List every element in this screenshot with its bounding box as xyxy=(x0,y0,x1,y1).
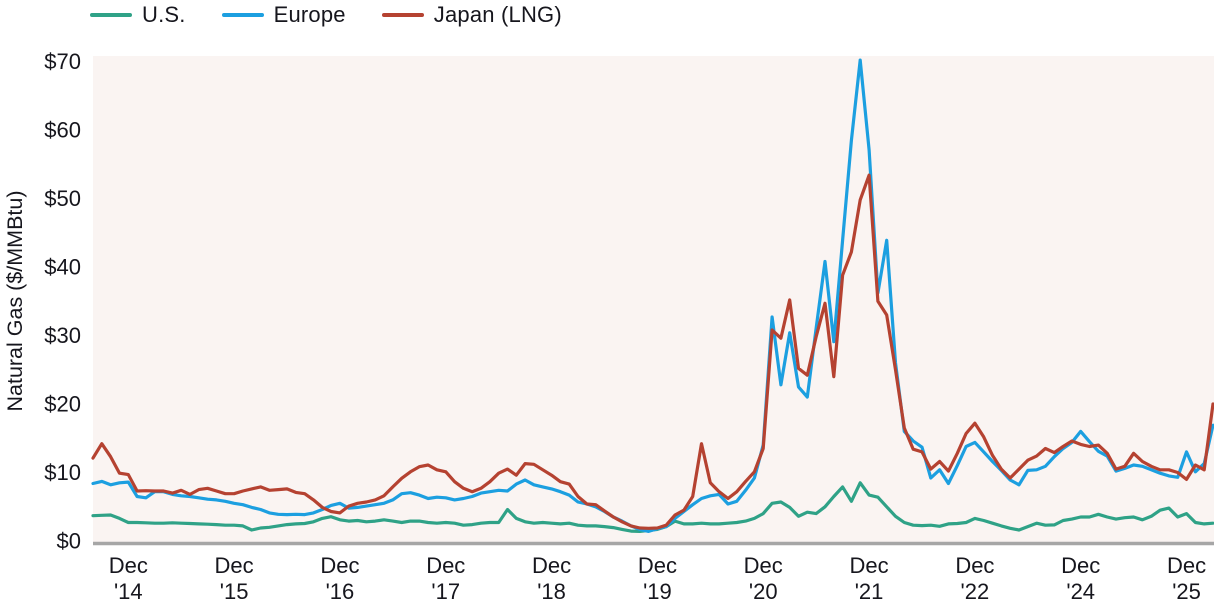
x-tick-label-year: '18 xyxy=(537,579,566,604)
x-tick-label-month: Dec xyxy=(320,553,359,578)
legend-label-europe: Europe xyxy=(273,2,346,27)
x-tick-label-year: '22 xyxy=(961,579,990,604)
x-tick-label-month: Dec xyxy=(215,553,254,578)
series-line-europe xyxy=(91,58,1214,534)
x-tick-label-month: Dec xyxy=(1061,553,1100,578)
y-tick-label: $20 xyxy=(44,392,81,417)
japan-line-swatch-icon xyxy=(381,13,424,17)
x-tick-label-month: Dec xyxy=(109,553,148,578)
x-tick-label-year: '14 xyxy=(114,579,143,604)
europe-line-swatch-icon xyxy=(221,13,264,17)
y-axis-title: Natural Gas ($/MMBtu) xyxy=(3,190,27,411)
y-tick-label: $10 xyxy=(44,460,81,485)
y-tick-label: $30 xyxy=(44,323,81,348)
legend-item-us: U.S. xyxy=(90,2,186,28)
x-tick-label-year: '15 xyxy=(220,579,249,604)
chart-legend: U.S. Europe Japan (LNG) xyxy=(90,2,598,28)
x-tick-label-year: '19 xyxy=(643,579,672,604)
legend-item-europe: Europe xyxy=(221,2,346,28)
x-tick-label-month: Dec xyxy=(955,553,994,578)
x-tick-label-year: '25 xyxy=(1172,579,1201,604)
y-tick-label: $50 xyxy=(44,186,81,211)
x-tick-label-month: Dec xyxy=(744,553,783,578)
x-tick-label-month: Dec xyxy=(850,553,889,578)
x-tick-label-year: '21 xyxy=(855,579,884,604)
us-line-swatch-icon xyxy=(90,13,132,17)
series-line-japan xyxy=(91,173,1214,530)
x-tick-label-year: '24 xyxy=(1066,579,1095,604)
x-tick-label-month: Dec xyxy=(532,553,571,578)
y-tick-label: $60 xyxy=(44,118,81,143)
x-tick-label-year: '16 xyxy=(326,579,355,604)
legend-item-japan: Japan (LNG) xyxy=(381,2,562,28)
x-tick-label-year: '20 xyxy=(749,579,778,604)
y-tick-label: $40 xyxy=(44,255,81,280)
legend-label-us: U.S. xyxy=(142,2,186,27)
y-tick-label: $0 xyxy=(57,529,81,554)
x-tick-label-month: Dec xyxy=(638,553,677,578)
y-tick-label: $70 xyxy=(44,49,81,74)
x-tick-label-month: Dec xyxy=(1167,553,1206,578)
x-tick-label-year: '17 xyxy=(431,579,460,604)
x-tick-label-month: Dec xyxy=(426,553,465,578)
plot-area xyxy=(93,56,1214,542)
legend-label-japan: Japan (LNG) xyxy=(433,2,562,27)
